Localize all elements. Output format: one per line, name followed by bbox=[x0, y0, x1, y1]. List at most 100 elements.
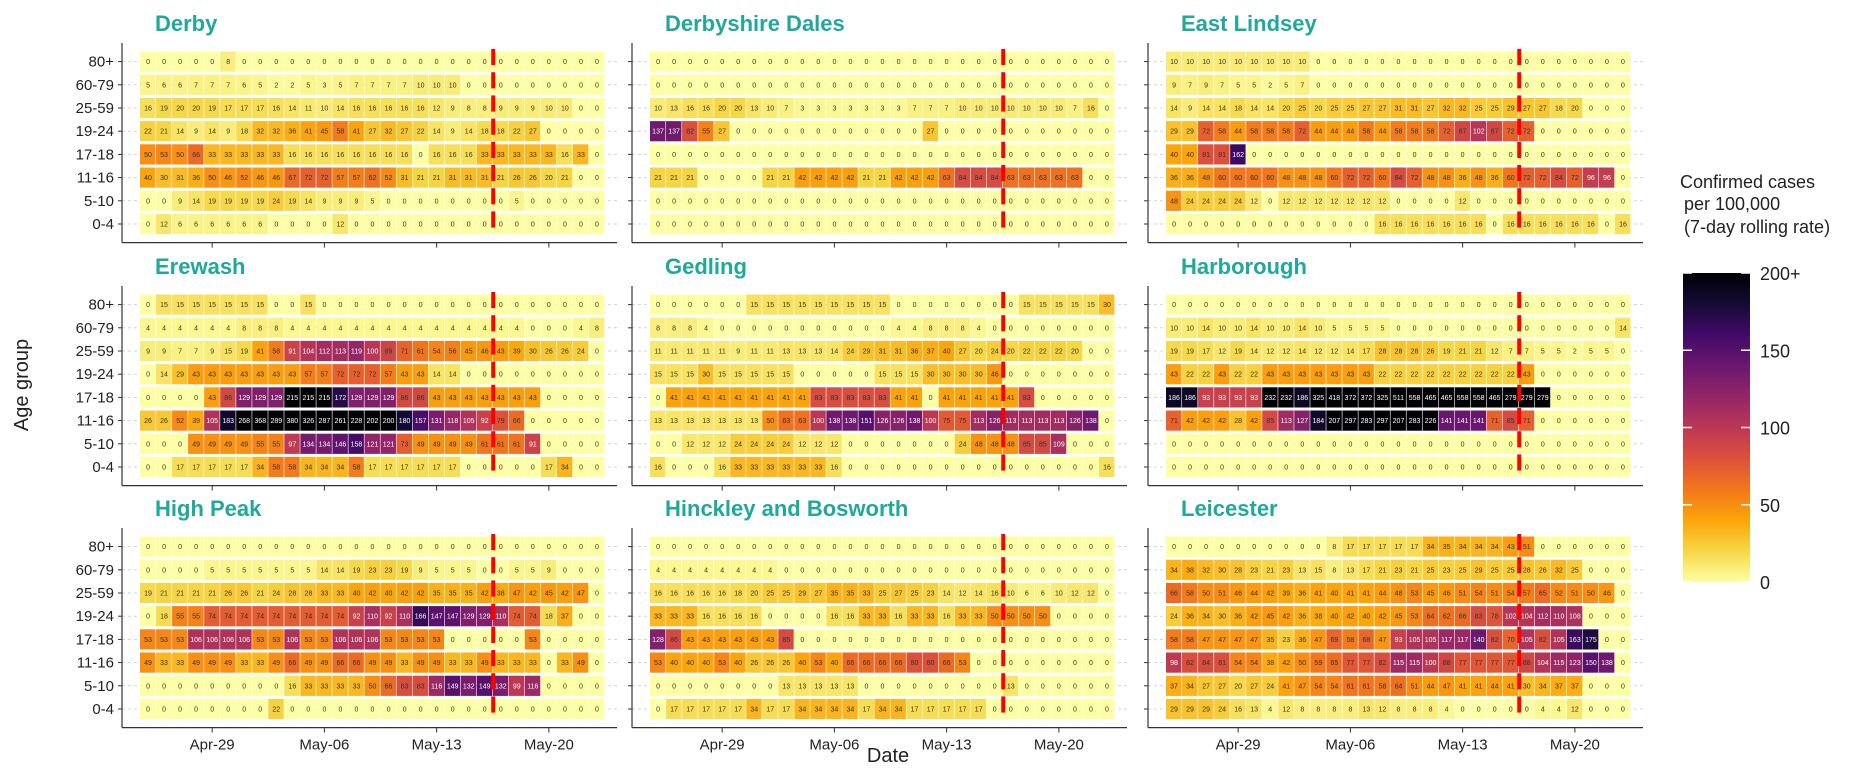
cell-value-label: 0 bbox=[1397, 441, 1401, 448]
heatmap-cell bbox=[1566, 121, 1583, 142]
cell-value-label: 0 bbox=[451, 198, 455, 205]
highlight-marker bbox=[1517, 95, 1522, 112]
heatmap-cell bbox=[204, 317, 220, 338]
cell-value-label: 74 bbox=[240, 614, 248, 621]
y-tick-label: 11-16 bbox=[77, 170, 114, 187]
cell-value-label: 0 bbox=[1041, 660, 1045, 667]
heatmap-cell bbox=[220, 213, 236, 235]
cell-value-label: 0 bbox=[1025, 372, 1029, 379]
cell-value-label: 13 bbox=[670, 106, 678, 113]
cell-value-label: 41 bbox=[1475, 683, 1483, 690]
cell-value-label: 0 bbox=[848, 372, 852, 379]
cell-value-label: 0 bbox=[1621, 441, 1625, 448]
heatmap-cell bbox=[922, 121, 939, 142]
cell-value-label: 0 bbox=[515, 59, 519, 66]
cell-value-label: 0 bbox=[1188, 465, 1192, 472]
cell-value-label: 0 bbox=[720, 222, 724, 229]
heatmap-cell bbox=[858, 51, 874, 72]
heatmap-cell bbox=[492, 144, 509, 165]
panel-background bbox=[122, 43, 617, 243]
cell-value-label: 279 bbox=[1537, 395, 1549, 402]
cell-value-label: 0 bbox=[913, 198, 917, 205]
cell-value-label: 0 bbox=[929, 222, 933, 229]
cell-value-label: 0 bbox=[419, 222, 423, 229]
cell-value-label: 0 bbox=[865, 325, 869, 332]
heatmap-cell bbox=[1310, 167, 1326, 188]
cell-value-label: 66 bbox=[879, 660, 887, 667]
highlight-marker bbox=[1001, 165, 1006, 182]
cell-value-label: 0 bbox=[1041, 544, 1045, 551]
cell-value-label: 0 bbox=[1445, 441, 1449, 448]
cell-value-label: 0 bbox=[579, 441, 583, 448]
cell-value-label: 0 bbox=[146, 222, 150, 229]
cell-value-label: 0 bbox=[672, 198, 676, 205]
cell-value-label: 22 bbox=[1202, 372, 1210, 379]
cell-value-label: 19 bbox=[208, 198, 216, 205]
cell-value-label: 0 bbox=[736, 82, 740, 89]
heatmap-cell bbox=[220, 97, 236, 119]
heatmap-cell bbox=[492, 410, 509, 431]
cell-value-label: 33 bbox=[224, 152, 232, 159]
heatmap-cell bbox=[666, 167, 682, 188]
cell-value-label: 0 bbox=[1605, 637, 1609, 644]
cell-value-label: 21 bbox=[256, 591, 264, 598]
cell-value-label: 0 bbox=[865, 222, 869, 229]
cell-value-label: 16 bbox=[1411, 222, 1419, 229]
cell-value-label: 22 bbox=[1023, 349, 1031, 356]
cell-value-label: 2 bbox=[290, 82, 294, 89]
cell-value-label: 0 bbox=[306, 59, 310, 66]
cell-value-label: 25 bbox=[1427, 567, 1435, 574]
cell-value-label: 131 bbox=[431, 418, 443, 425]
heatmap-cell bbox=[938, 294, 955, 315]
heatmap-cell bbox=[1518, 51, 1535, 72]
heatmap-cell bbox=[524, 190, 541, 211]
cell-value-label: 228 bbox=[351, 418, 363, 425]
cell-value-label: 22 bbox=[1039, 349, 1047, 356]
heatmap-cell bbox=[826, 51, 842, 72]
heatmap-cell bbox=[1050, 167, 1067, 188]
heatmap-cell bbox=[268, 121, 284, 142]
cell-value-label: 10 bbox=[991, 106, 999, 113]
cell-value-label: 0 bbox=[499, 302, 503, 309]
cell-value-label: 18 bbox=[240, 129, 248, 136]
cell-value-label: 0 bbox=[451, 637, 455, 644]
cell-value-label: 0 bbox=[1105, 660, 1109, 667]
cell-value-label: 72 bbox=[369, 372, 377, 379]
cell-value-label: 14 bbox=[1202, 106, 1210, 113]
highlight-marker bbox=[1517, 165, 1522, 182]
cell-value-label: 0 bbox=[1605, 614, 1609, 621]
cell-value-label: 15 bbox=[766, 302, 774, 309]
highlight-marker bbox=[1001, 431, 1006, 448]
cell-value-label: 21 bbox=[160, 591, 168, 598]
cell-value-label: 116 bbox=[527, 683, 538, 690]
heatmap-cell bbox=[556, 387, 573, 408]
heatmap-cell bbox=[204, 97, 220, 119]
y-tick-label: 60-79 bbox=[76, 562, 114, 579]
cell-value-label: 43 bbox=[272, 372, 280, 379]
cell-value-label: 0 bbox=[688, 683, 692, 690]
cell-value-label: 18 bbox=[734, 591, 742, 598]
cell-value-label: 8 bbox=[672, 325, 676, 332]
heatmap-cell bbox=[1342, 167, 1358, 188]
heatmap-cell bbox=[284, 144, 300, 165]
cell-value-label: 0 bbox=[563, 544, 567, 551]
cell-value-label: 115 bbox=[1409, 660, 1420, 667]
cell-value-label: 0 bbox=[242, 59, 246, 66]
cell-value-label: 0 bbox=[1316, 465, 1320, 472]
cell-value-label: 0 bbox=[816, 82, 820, 89]
cell-value-label: 0 bbox=[1557, 418, 1561, 425]
heatmap-cell bbox=[188, 167, 204, 188]
cell-value-label: 0 bbox=[1541, 152, 1545, 159]
heatmap-cell bbox=[140, 144, 156, 165]
heatmap-cell bbox=[1182, 190, 1198, 211]
cell-value-label: 31 bbox=[1411, 106, 1419, 113]
heatmap-cell bbox=[1518, 213, 1535, 235]
heatmap-cell bbox=[1066, 74, 1083, 95]
heatmap-cell bbox=[588, 97, 605, 119]
cell-value-label: 39 bbox=[513, 349, 521, 356]
heatmap-cell bbox=[476, 190, 493, 211]
heatmap-cell bbox=[172, 121, 188, 142]
cell-value-label: 31 bbox=[401, 175, 409, 182]
cell-value-label: 0 bbox=[579, 683, 583, 690]
cell-value-label: 53 bbox=[529, 637, 537, 644]
